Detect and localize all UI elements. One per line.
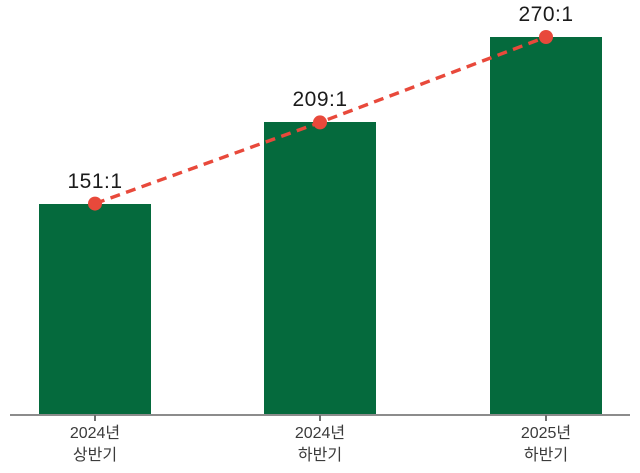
- bar-2: [490, 37, 602, 415]
- x-axis-label-line: 하반기: [297, 447, 343, 464]
- x-axis-label-line: 상반기: [72, 447, 118, 464]
- x-tick-0: [94, 415, 96, 421]
- bar-1: [264, 122, 376, 415]
- value-label-0: 151:1: [67, 169, 123, 193]
- x-axis-label-line: 2024년: [294, 425, 346, 442]
- value-label-1: 209:1: [292, 88, 348, 112]
- x-axis-label-line: 하반기: [523, 447, 569, 464]
- value-label-2: 270:1: [518, 3, 574, 26]
- bar-0: [39, 203, 151, 415]
- x-axis-label-line: 2025년: [520, 425, 572, 442]
- x-tick-2: [545, 415, 547, 421]
- x-tick-1: [319, 415, 321, 421]
- x-axis-label-line: 2024년: [69, 425, 121, 442]
